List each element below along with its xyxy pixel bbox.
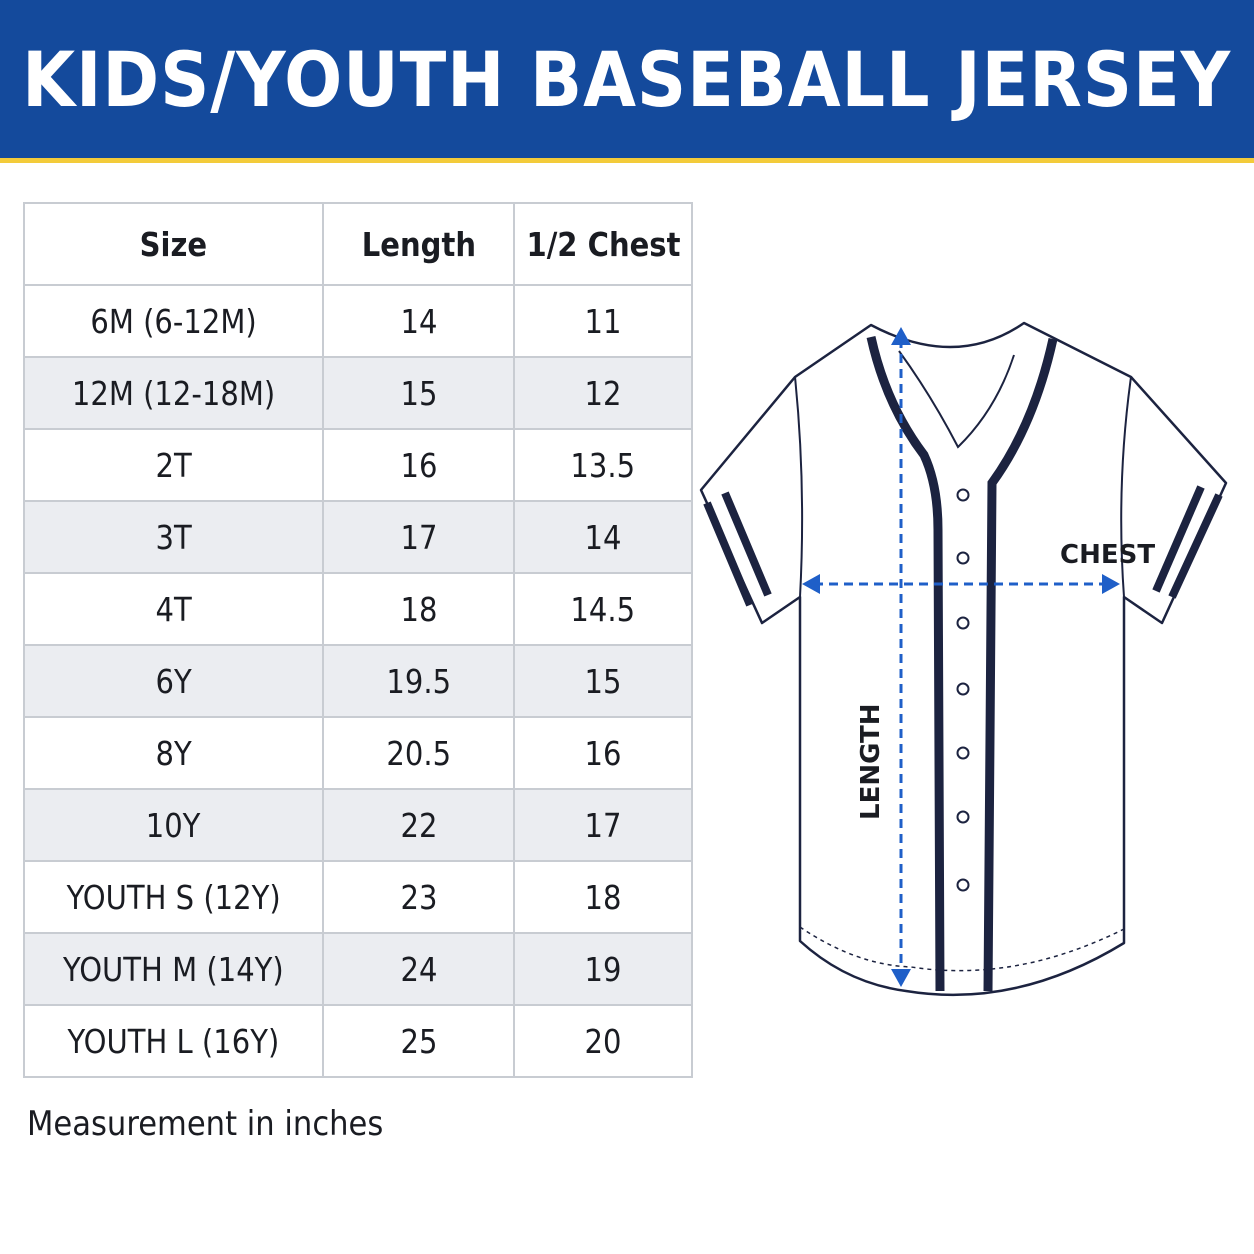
cell-chest: 16 — [513, 716, 693, 790]
cell-length: 14 — [321, 284, 516, 358]
hem-stitch — [799, 926, 1125, 972]
cell-length: 15 — [321, 356, 516, 430]
button — [956, 682, 970, 696]
cell-size: 4T — [23, 572, 324, 646]
jersey-diagram: CHEST LENGTH — [696, 315, 1236, 1005]
chest-measure-arrow — [802, 574, 1120, 594]
cell-length: 20.5 — [321, 716, 516, 790]
table-row: YOUTH S (12Y) 23 18 — [23, 860, 693, 934]
button — [956, 551, 970, 565]
cell-chest: 12 — [513, 356, 693, 430]
cell-chest: 17 — [513, 788, 693, 862]
chest-label: CHEST — [1060, 540, 1155, 570]
jersey-illustration: CHEST LENGTH — [699, 321, 1228, 997]
cell-chest: 19 — [513, 932, 693, 1006]
length-label: LENGTH — [856, 704, 886, 820]
jersey-body-outline — [699, 321, 1228, 997]
button — [956, 878, 970, 892]
right-sleeve-stripe-outer — [1168, 493, 1223, 599]
cell-length: 16 — [321, 428, 516, 502]
cell-size: 10Y — [23, 788, 324, 862]
measurement-note: Measurement in inches — [27, 1104, 384, 1144]
button — [956, 616, 970, 630]
cell-length: 24 — [321, 932, 516, 1006]
cell-chest: 14 — [513, 500, 693, 574]
cell-size: YOUTH M (14Y) — [23, 932, 324, 1006]
cell-chest: 14.5 — [513, 572, 693, 646]
length-measure-arrow — [891, 327, 911, 987]
column-header-chest: 1/2 Chest — [513, 202, 693, 286]
right-piping — [983, 338, 1058, 992]
cell-chest: 20 — [513, 1004, 693, 1078]
button — [956, 810, 970, 824]
table-row: 3T 17 14 — [23, 500, 693, 574]
cell-length: 18 — [321, 572, 516, 646]
cell-size: 6Y — [23, 644, 324, 718]
buttons — [956, 488, 970, 892]
left-armhole-seam — [794, 376, 804, 598]
cell-length: 22 — [321, 788, 516, 862]
table-row: 6M (6-12M) 14 11 — [23, 284, 693, 358]
table-row: 12M (12-18M) 15 12 — [23, 356, 693, 430]
table-row: YOUTH M (14Y) 24 19 — [23, 932, 693, 1006]
table-row: 8Y 20.5 16 — [23, 716, 693, 790]
right-armhole-seam — [1120, 376, 1132, 598]
table-row: 6Y 19.5 15 — [23, 644, 693, 718]
cell-length: 19.5 — [321, 644, 516, 718]
cell-length: 17 — [321, 500, 516, 574]
collar-inner — [898, 350, 1015, 449]
column-header-length: Length — [321, 202, 516, 286]
cell-size: 3T — [23, 500, 324, 574]
left-sleeve-stripe-inner — [721, 491, 772, 597]
cell-length: 23 — [321, 860, 516, 934]
cell-chest: 11 — [513, 284, 693, 358]
cell-size: 8Y — [23, 716, 324, 790]
cell-size: 6M (6-12M) — [23, 284, 324, 358]
cell-size: 2T — [23, 428, 324, 502]
page-title: KIDS/YOUTH BASEBALL JERSEY — [22, 34, 1232, 124]
cell-chest: 18 — [513, 860, 693, 934]
table-row: 2T 16 13.5 — [23, 428, 693, 502]
cell-size: 12M (12-18M) — [23, 356, 324, 430]
column-header-size: Size — [23, 202, 324, 286]
header-banner: KIDS/YOUTH BASEBALL JERSEY — [0, 0, 1254, 163]
button — [956, 746, 970, 760]
size-chart-table: Size Length 1/2 Chest 6M (6-12M) 14 11 12M … — [23, 202, 693, 1078]
table-row: 4T 18 14.5 — [23, 572, 693, 646]
cell-size: YOUTH L (16Y) — [23, 1004, 324, 1078]
cell-chest: 15 — [513, 644, 693, 718]
cell-chest: 13.5 — [513, 428, 693, 502]
cell-size: YOUTH S (12Y) — [23, 860, 324, 934]
right-sleeve-stripe-inner — [1152, 485, 1205, 593]
cell-length: 25 — [321, 1004, 516, 1078]
left-piping — [866, 336, 945, 992]
left-sleeve-stripe-outer — [703, 501, 754, 607]
table-header-row: Size Length 1/2 Chest — [23, 202, 693, 286]
table-row: 10Y 22 17 — [23, 788, 693, 862]
button — [956, 488, 970, 502]
table-row: YOUTH L (16Y) 25 20 — [23, 1004, 693, 1078]
